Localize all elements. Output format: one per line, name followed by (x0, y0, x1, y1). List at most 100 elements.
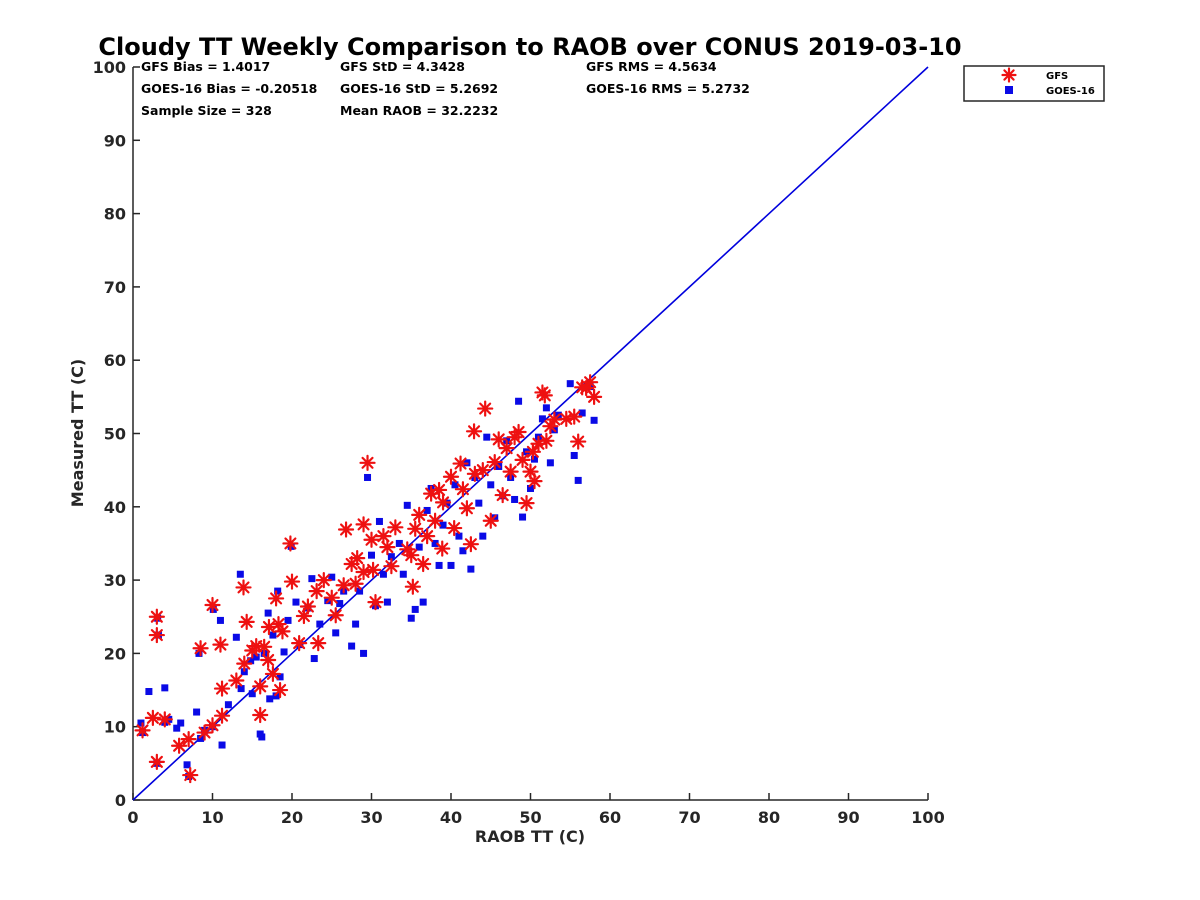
gfs-point (148, 608, 165, 625)
y-tick-label: 90 (104, 131, 126, 150)
gfs-point (452, 455, 469, 472)
goes16-point (435, 561, 443, 569)
goes16-point (399, 570, 407, 578)
gfs-point (260, 618, 278, 636)
gfs-point (434, 494, 452, 511)
gfs-point (213, 680, 231, 697)
goes16-point (395, 539, 403, 547)
gfs-point (235, 579, 252, 596)
gfs-point (427, 512, 444, 529)
gfs-point (403, 547, 420, 564)
gfs-point (212, 636, 229, 653)
legend-gfs-label: GFS (1046, 71, 1068, 82)
gfs-point (518, 495, 535, 512)
goes16-point (274, 587, 282, 595)
x-tick-label: 0 (127, 808, 138, 827)
x-tick-label: 30 (360, 808, 382, 827)
gfs-point (387, 519, 404, 536)
goes16-point (515, 397, 523, 405)
gfs-point (482, 512, 499, 529)
goes16-point (266, 695, 274, 703)
goes16-point (248, 690, 256, 698)
gfs-point (148, 753, 165, 770)
gfs-point (315, 571, 332, 589)
goes16-point (237, 685, 245, 693)
legend-goes16-marker (1005, 86, 1013, 94)
gfs-point (180, 731, 197, 748)
y-tick-label: 50 (104, 425, 126, 444)
x-tick-label: 70 (678, 808, 700, 827)
gfs-point (442, 468, 460, 485)
stat-mean-raob: Mean RAOB = 32.2232 (340, 103, 498, 118)
goes16-point (316, 620, 324, 628)
stat-gfs-bias: GFS Bias = 1.4017 (141, 59, 270, 74)
gfs-point (558, 410, 575, 427)
goes16-point (447, 561, 455, 569)
gfs-point (367, 593, 384, 611)
x-tick-label: 10 (201, 808, 223, 827)
x-tick-label: 80 (758, 808, 780, 827)
gfs-point (498, 440, 515, 457)
goes16-point (216, 616, 224, 624)
legend-gfs-asterisk (1001, 67, 1017, 83)
gfs-point (148, 626, 165, 644)
goes16-point (415, 543, 423, 551)
gfs-point (264, 665, 282, 683)
goes16-point (511, 495, 519, 503)
gfs-point (570, 433, 587, 450)
goes16-point (423, 506, 431, 514)
gfs-point (271, 681, 289, 699)
gfs-point (462, 536, 479, 553)
goes16-point (368, 551, 375, 559)
goes16-point (352, 620, 360, 628)
goes16-point (387, 553, 395, 561)
gfs-point (256, 638, 273, 655)
y-tick-label: 10 (104, 718, 126, 737)
goes16-point (328, 573, 336, 581)
goes16-point (360, 649, 368, 657)
gfs-point (538, 432, 555, 449)
goes16-point (519, 513, 527, 521)
gfs-point (536, 387, 553, 404)
gfs-point (454, 481, 472, 498)
goes16-point (383, 598, 391, 606)
gfs-point (407, 520, 424, 537)
x-tick-label: 20 (281, 808, 303, 827)
goes16-point (177, 719, 185, 727)
goes16-point (439, 521, 447, 529)
y-tick-label: 60 (104, 351, 126, 370)
goes16-point (431, 539, 439, 547)
gfs-point (238, 613, 255, 630)
goes16-point (269, 631, 277, 639)
goes16-point (292, 598, 300, 606)
goes16-point (137, 719, 145, 727)
series-goes16-points (137, 380, 598, 781)
goes16-point (252, 653, 260, 661)
gfs-point (323, 589, 340, 606)
goes16-point (276, 673, 284, 681)
gfs-point (182, 766, 199, 784)
goes16-point (542, 404, 550, 412)
one-to-one-reference-line (132, 66, 929, 801)
gfs-point (434, 540, 451, 557)
x-axis-label: RAOB TT (C) (475, 827, 585, 846)
goes16-point (145, 688, 153, 696)
stat-goes-bias: GOES-16 Bias = -0.20518 (141, 81, 317, 96)
goes16-point (264, 609, 272, 617)
gfs-point (134, 722, 151, 739)
gfs-point (268, 590, 285, 607)
gfs-point (458, 500, 475, 517)
goes16-point (280, 648, 288, 656)
stat-gfs-std: GFS StD = 4.3428 (340, 59, 465, 74)
goes16-point (590, 416, 598, 424)
statistics-annotations: GFS Bias = 1.4017 GFS StD = 4.3428 GFS R… (141, 59, 750, 118)
goes16-point (527, 484, 534, 492)
gfs-point (299, 598, 316, 615)
goes16-point (578, 409, 586, 417)
gfs-point (156, 711, 173, 728)
gfs-point (430, 481, 448, 499)
gfs-point (213, 707, 231, 724)
y-tick-label: 40 (104, 498, 126, 517)
x-axis-ticks: 0 10 20 30 40 50 60 70 80 90 100 (127, 793, 945, 827)
goes16-point (195, 649, 203, 657)
